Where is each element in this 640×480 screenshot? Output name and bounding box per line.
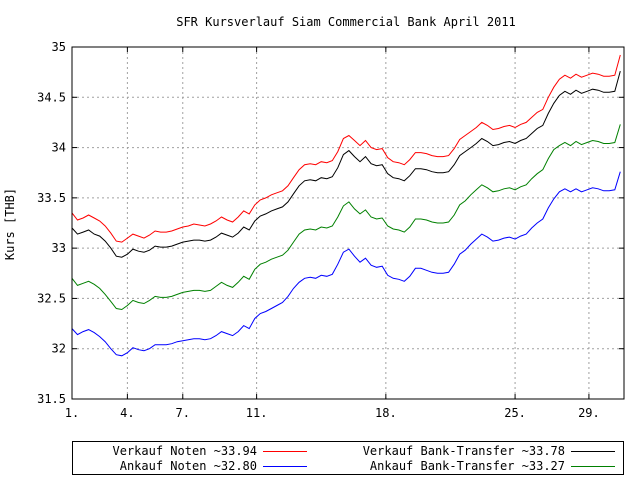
legend-item-ankauf-bank-transfer: Ankauf Bank-Transfer ~33.27: [370, 458, 615, 474]
x-tick-label: 1.: [65, 406, 79, 420]
x-tick-label: 7.: [176, 406, 190, 420]
plot-frame: [71, 46, 625, 400]
legend-label: Verkauf Noten ~33.94: [112, 444, 258, 458]
series-lines: [71, 54, 621, 357]
chart-title: SFR Kursverlauf Siam Commercial Bank Apr…: [176, 15, 516, 29]
y-tick-label: 31.5: [37, 392, 66, 406]
y-tick-label: 35: [52, 40, 66, 54]
grid-lines: [72, 47, 624, 399]
y-tick-label: 32: [52, 342, 66, 356]
series-line-2: [71, 171, 621, 357]
series-line-3: [71, 124, 621, 311]
y-tick-label: 33.5: [37, 191, 66, 205]
series-line-0: [71, 54, 621, 243]
legend-swatch-red: [263, 450, 307, 452]
x-tick-label: 18.: [375, 406, 397, 420]
y-tick-label: 32.5: [37, 291, 66, 305]
x-axis-ticks: 1. 4. 7. 11. 18. 25. 29.: [65, 47, 600, 420]
y-tick-label: 34.5: [37, 90, 66, 104]
y-tick-label: 33: [52, 241, 66, 255]
legend-swatch-blue: [263, 465, 307, 467]
legend-item-ankauf-noten: Ankauf Noten ~32.80: [120, 458, 307, 474]
line-chart: SFR Kursverlauf Siam Commercial Bank Apr…: [3, 15, 625, 420]
legend: Verkauf Noten ~33.94 Verkauf Bank-Transf…: [72, 441, 624, 475]
series-line-1: [71, 70, 621, 258]
x-tick-label: 4.: [120, 406, 134, 420]
y-tick-label: 34: [52, 141, 66, 155]
legend-swatch-green: [571, 465, 615, 467]
legend-label: Ankauf Noten ~32.80: [119, 459, 257, 473]
x-tick-label: 11.: [246, 406, 268, 420]
y-axis-label: Kurs [THB]: [3, 188, 17, 260]
y-axis-ticks: 31.5 32 32.5 33 33.5 34 34.5 35: [37, 40, 624, 406]
x-tick-label: 29.: [578, 406, 600, 420]
legend-item-verkauf-noten: Verkauf Noten ~33.94: [112, 443, 307, 459]
legend-label: Ankauf Bank-Transfer ~33.27: [369, 459, 565, 473]
legend-label: Verkauf Bank-Transfer ~33.78: [362, 444, 565, 458]
legend-swatch-black: [571, 450, 615, 452]
x-tick-label: 25.: [504, 406, 526, 420]
legend-item-verkauf-bank-transfer: Verkauf Bank-Transfer ~33.78: [363, 443, 615, 459]
